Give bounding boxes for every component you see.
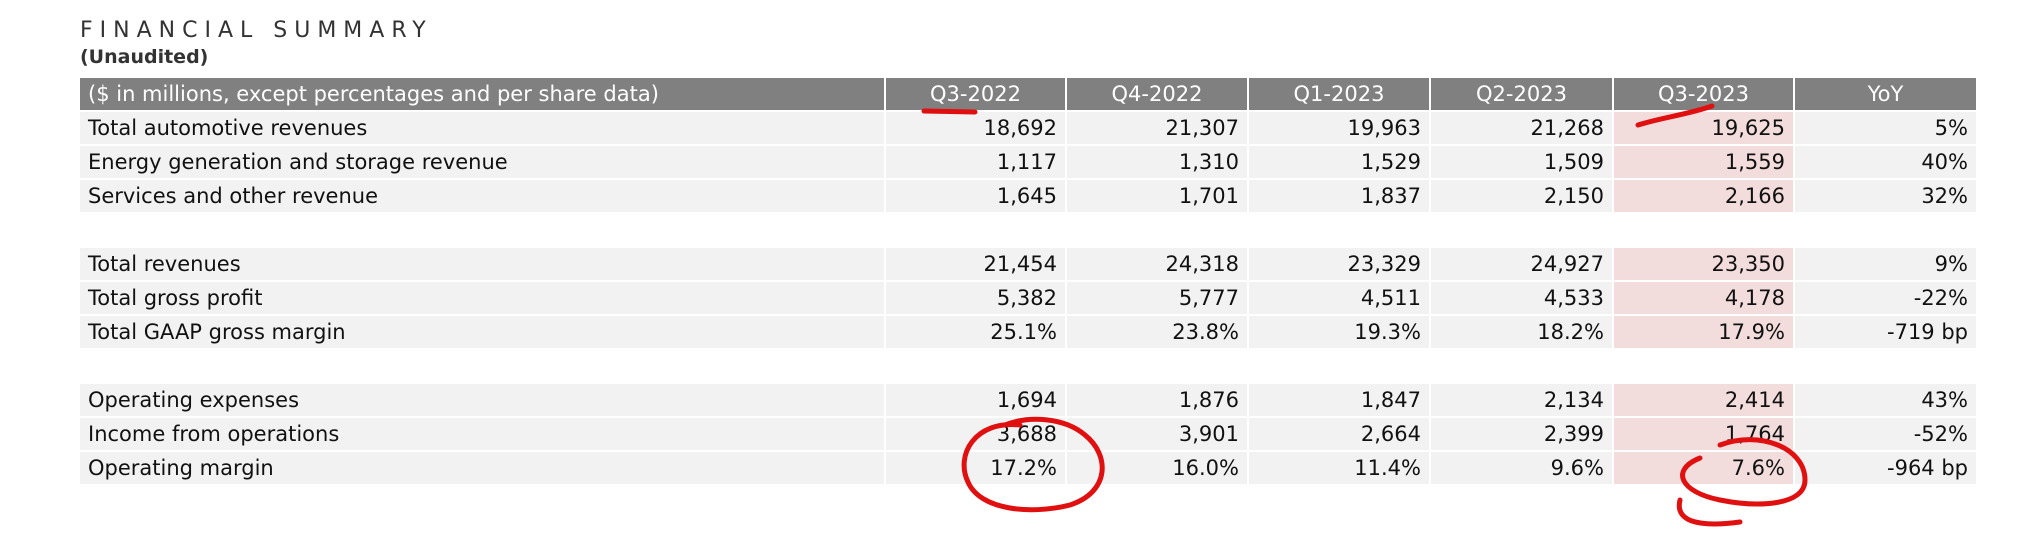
cell-value: 1,837 bbox=[1249, 180, 1429, 212]
cell-value: 1,559 bbox=[1614, 146, 1793, 178]
cell-value: 21,454 bbox=[886, 248, 1065, 280]
cell-value: 19.3% bbox=[1249, 316, 1429, 348]
cell-value: 17.9% bbox=[1614, 316, 1793, 348]
underline bbox=[921, 108, 978, 115]
cell-value: -52% bbox=[1795, 418, 1976, 450]
cell-value: 1,310 bbox=[1067, 146, 1247, 178]
row-label: Operating margin bbox=[80, 452, 884, 484]
cell-value: 18.2% bbox=[1431, 316, 1612, 348]
column-header: ($ in millions, except percentages and p… bbox=[80, 78, 884, 110]
cell-value: 32% bbox=[1795, 180, 1976, 212]
cell-value: 23,350 bbox=[1614, 248, 1793, 280]
cell-value: 4,511 bbox=[1249, 282, 1429, 314]
cell-value: 19,963 bbox=[1249, 112, 1429, 144]
cell-value: 5% bbox=[1795, 112, 1976, 144]
cell-value: 40% bbox=[1795, 146, 1976, 178]
column-header: Q4-2022 bbox=[1067, 78, 1247, 110]
cell-value: 5,382 bbox=[886, 282, 1065, 314]
cell-value: 9% bbox=[1795, 248, 1976, 280]
cell-value: 7.6% bbox=[1614, 452, 1793, 484]
cell-value: 23,329 bbox=[1249, 248, 1429, 280]
cell-value: 5,777 bbox=[1067, 282, 1247, 314]
column-header: Q1-2023 bbox=[1249, 78, 1429, 110]
cell-value: 1,645 bbox=[886, 180, 1065, 212]
row-label: Total revenues bbox=[80, 248, 884, 280]
cell-value: 23.8% bbox=[1067, 316, 1247, 348]
cell-value: 2,166 bbox=[1614, 180, 1793, 212]
cell-value: 4,533 bbox=[1431, 282, 1612, 314]
column-header: Q3-2022 bbox=[886, 78, 1065, 110]
cell-value: 24,927 bbox=[1431, 248, 1612, 280]
circle bbox=[1676, 437, 1808, 527]
scribble bbox=[1635, 103, 1715, 128]
cell-value: 1,701 bbox=[1067, 180, 1247, 212]
cell-value: 4,178 bbox=[1614, 282, 1793, 314]
cell-value: 2,399 bbox=[1431, 418, 1612, 450]
circle bbox=[961, 416, 1105, 513]
cell-value: -22% bbox=[1795, 282, 1976, 314]
cell-value: 18,692 bbox=[886, 112, 1065, 144]
cell-value: 11.4% bbox=[1249, 452, 1429, 484]
cell-value: 1,509 bbox=[1431, 146, 1612, 178]
cell-value: 21,307 bbox=[1067, 112, 1247, 144]
row-label: Total GAAP gross margin bbox=[80, 316, 884, 348]
cell-value: 1,529 bbox=[1249, 146, 1429, 178]
cell-value: 1,876 bbox=[1067, 384, 1247, 416]
cell-value: 2,134 bbox=[1431, 384, 1612, 416]
cell-value: 9.6% bbox=[1431, 452, 1612, 484]
cell-value: 2,150 bbox=[1431, 180, 1612, 212]
cell-value: 21,268 bbox=[1431, 112, 1612, 144]
row-label: Operating expenses bbox=[80, 384, 884, 416]
row-label: Services and other revenue bbox=[80, 180, 884, 212]
cell-value: 1,694 bbox=[886, 384, 1065, 416]
row-label: Energy generation and storage revenue bbox=[80, 146, 884, 178]
cell-value: 17.2% bbox=[886, 452, 1065, 484]
cell-value: 2,414 bbox=[1614, 384, 1793, 416]
row-label: Total gross profit bbox=[80, 282, 884, 314]
column-header: Q2-2023 bbox=[1431, 78, 1612, 110]
cell-value: 19,625 bbox=[1614, 112, 1793, 144]
cell-value: 2,664 bbox=[1249, 418, 1429, 450]
cell-value: -719 bp bbox=[1795, 316, 1976, 348]
row-label: Total automotive revenues bbox=[80, 112, 884, 144]
cell-value: 1,847 bbox=[1249, 384, 1429, 416]
cell-value: 24,318 bbox=[1067, 248, 1247, 280]
cell-value: 16.0% bbox=[1067, 452, 1247, 484]
row-label: Income from operations bbox=[80, 418, 884, 450]
cell-value: 1,117 bbox=[886, 146, 1065, 178]
column-header: YoY bbox=[1795, 78, 1976, 110]
subtitle: (Unaudited) bbox=[80, 46, 209, 68]
cell-value: -964 bp bbox=[1795, 452, 1976, 484]
title: FINANCIAL SUMMARY bbox=[80, 18, 433, 43]
cell-value: 43% bbox=[1795, 384, 1976, 416]
cell-value: 25.1% bbox=[886, 316, 1065, 348]
column-header: Q3-2023 bbox=[1614, 78, 1793, 110]
